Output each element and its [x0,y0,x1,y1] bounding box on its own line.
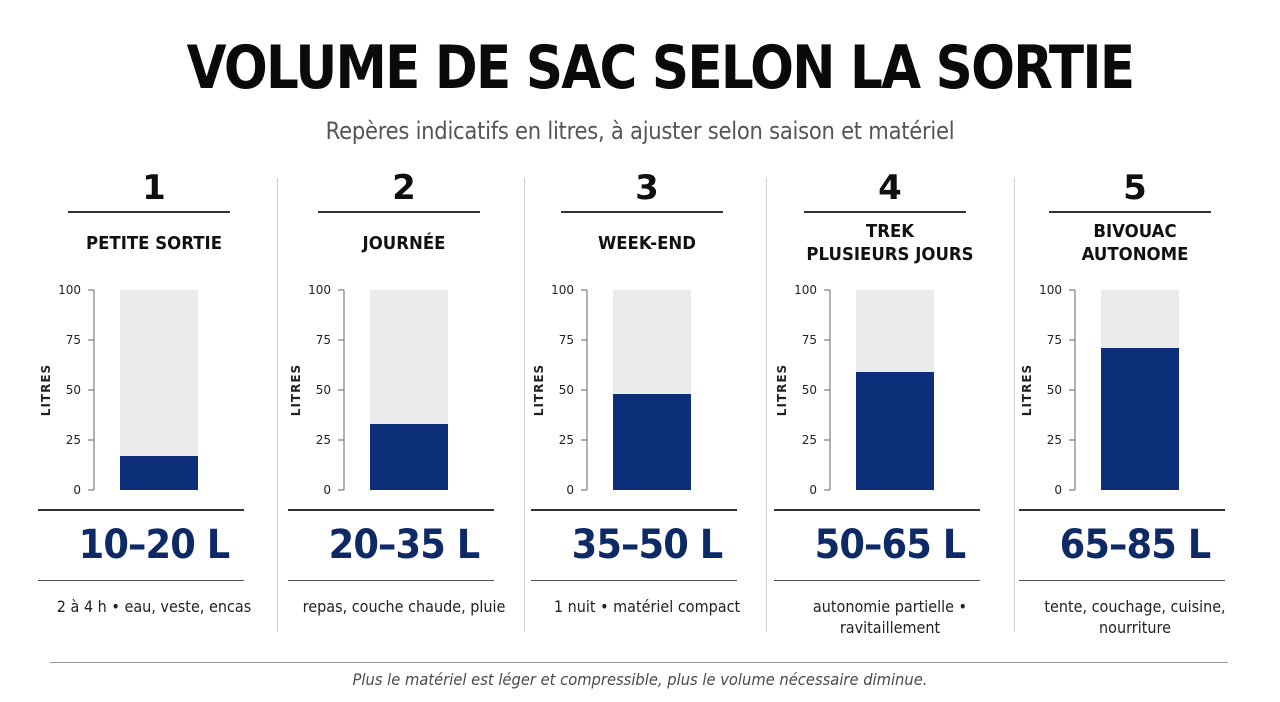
column-rule [1049,211,1211,213]
chart-column: 5 BIVOUAC AUTONOME LITRES 0 25 50 75 100 65–85 L… [1013,168,1257,638]
y-tick-label: 100 [308,283,331,297]
category-label: BIVOUAC AUTONOME [1081,221,1189,265]
y-tick-label: 50 [1047,383,1062,397]
column-number: 4 [878,168,902,208]
column-number: 2 [392,168,416,208]
y-tick-label: 75 [1047,333,1062,347]
chart-column: 3 WEEK-END LITRES 0 25 50 75 100 35–50 L 1 nuit •… [525,168,769,638]
mini-bar-chart: LITRES 0 25 50 75 100 [532,283,691,497]
volume-range: 20–35 L [328,522,481,568]
y-axis-label: LITRES [289,364,303,416]
category-label: PETITE SORTIE [85,232,223,254]
volume-range: 35–50 L [571,522,724,568]
column-rule [68,211,230,213]
column-rule [531,509,737,511]
mini-bar-chart: LITRES 0 25 50 75 100 [289,283,448,497]
y-tick-label: 25 [316,433,331,447]
column-description: autonomie partielle • ravitaillement [812,597,968,637]
category-label: JOURNÉE [362,232,446,254]
column-rule [1019,580,1225,581]
y-tick-label: 0 [73,483,81,497]
column-rule [1019,509,1225,511]
column-rule [288,509,494,511]
column-description: 1 nuit • matériel compact [553,597,741,616]
volume-bar [370,424,448,490]
column-rule [774,509,980,511]
column-rule [774,580,980,581]
y-axis-label: LITRES [775,364,789,416]
y-tick-label: 25 [559,433,574,447]
page-title: VOLUME DE SAC SELON LA SORTIE [186,33,1136,103]
y-tick-label: 50 [66,383,81,397]
y-tick-label: 75 [802,333,817,347]
y-tick-label: 75 [316,333,331,347]
column-rule [38,580,244,581]
y-tick-label: 50 [802,383,817,397]
volume-range: 65–85 L [1059,522,1212,568]
column-description: tente, couchage, cuisine, nourriture [1044,597,1226,637]
column-divider [1014,178,1015,632]
y-tick-label: 0 [1054,483,1062,497]
column-rule [804,211,966,213]
column-divider [766,178,767,632]
footer-note: Plus le matériel est léger et compressib… [352,670,928,689]
y-tick-label: 25 [802,433,817,447]
column-number: 3 [635,168,659,208]
y-tick-label: 75 [559,333,574,347]
column-rule [561,211,723,213]
y-tick-label: 100 [1039,283,1062,297]
volume-bar [120,456,198,490]
page-subtitle: Repères indicatifs en litres, à ajuster … [325,117,955,145]
column-rule [531,580,737,581]
y-tick-label: 0 [566,483,574,497]
y-tick-label: 25 [66,433,81,447]
y-axis-label: LITRES [532,364,546,416]
y-tick-label: 100 [794,283,817,297]
y-tick-label: 50 [316,383,331,397]
y-tick-label: 0 [809,483,817,497]
y-tick-label: 25 [1047,433,1062,447]
mini-bar-chart: LITRES 0 25 50 75 100 [775,283,934,497]
column-rule [288,580,494,581]
volume-bar [856,372,934,490]
volume-bar [613,394,691,490]
chart-column: 4 TREK PLUSIEURS JOURS LITRES 0 25 50 75 100 50–… [768,168,1012,638]
mini-bar-chart: LITRES 0 25 50 75 100 [1020,283,1179,497]
volume-range: 50–65 L [814,522,967,568]
y-tick-label: 100 [551,283,574,297]
chart-column: 2 JOURNÉE LITRES 0 25 50 75 100 20–35 L repas, co… [282,168,526,638]
footer-divider [50,662,1228,663]
y-tick-label: 0 [323,483,331,497]
column-divider [277,178,278,632]
mini-bar-chart: LITRES 0 25 50 75 100 [39,283,198,497]
category-label: TREK PLUSIEURS JOURS [806,221,974,265]
column-rule [38,509,244,511]
column-description: repas, couche chaude, pluie [302,597,506,616]
volume-range: 10–20 L [78,522,231,568]
column-divider [524,178,525,632]
chart-column: 1 PETITE SORTIE LITRES 0 25 50 75 100 10–20 L 2 à… [32,168,276,638]
category-label: WEEK-END [597,232,697,254]
volume-bar [1101,348,1179,490]
column-description: 2 à 4 h • eau, veste, encas [56,597,252,616]
column-number: 5 [1123,168,1147,208]
y-tick-label: 50 [559,383,574,397]
y-tick-label: 75 [66,333,81,347]
y-axis-label: LITRES [1020,364,1034,416]
y-tick-label: 100 [58,283,81,297]
y-axis-label: LITRES [39,364,53,416]
column-number: 1 [142,168,166,208]
column-rule [318,211,480,213]
